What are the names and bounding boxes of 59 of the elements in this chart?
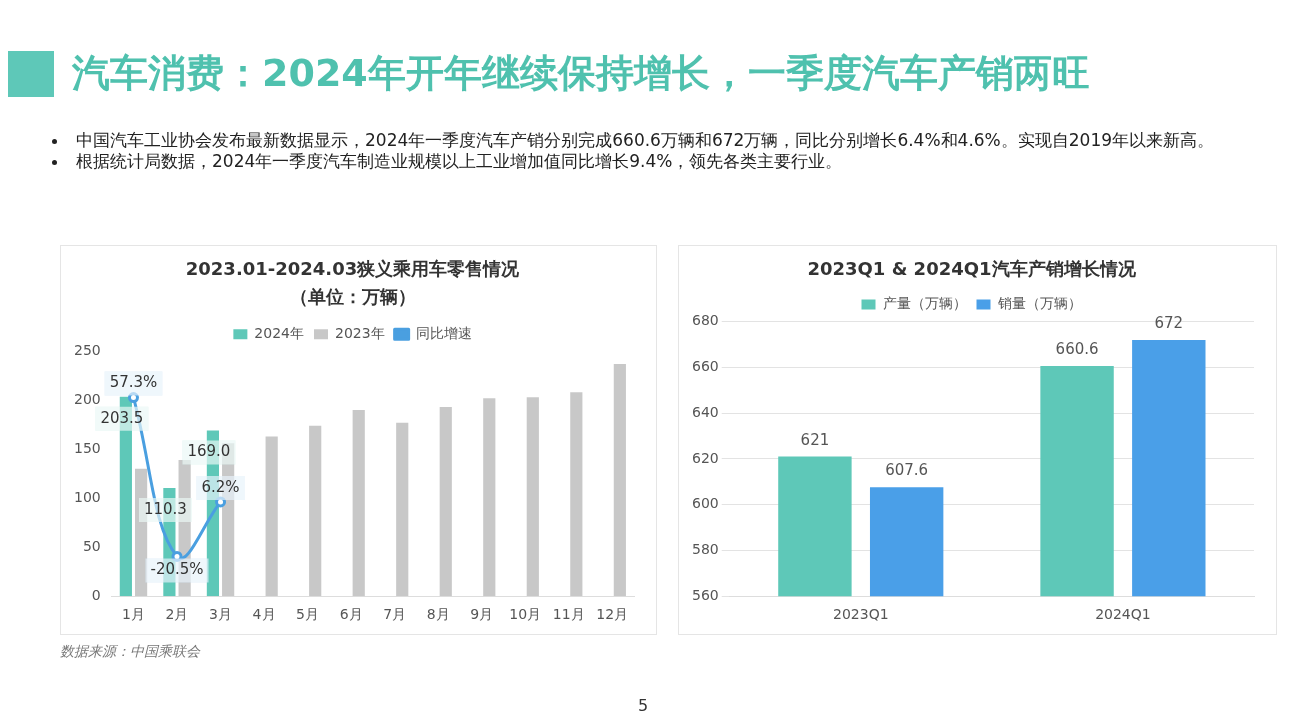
data-label: 110.3	[143, 500, 187, 518]
chart-title: 2023.01-2024.03狭义乘用车零售情况	[185, 258, 521, 280]
data-label: 6.2%	[201, 477, 240, 496]
y-tick-label: 100	[73, 488, 101, 505]
x-tick-label: 11月	[552, 606, 585, 623]
x-tick-label: 7月	[383, 606, 407, 623]
x-tick-label: 3月	[209, 606, 232, 623]
y-tick-label: 580	[691, 541, 719, 558]
x-tick-label: 2024Q1	[1095, 606, 1151, 623]
legend-label: 2024年	[254, 324, 305, 341]
data-label: 660.6	[1055, 339, 1099, 358]
legend-label: 同比增速	[415, 324, 472, 341]
text: 中国汽车工业协会发布最新数据显示，2024年一季度汽车产销分别完成660.6万辆和672万辆，同比分别增长6.4%和4.6%。实现自2019年以来新高。	[76, 130, 1216, 151]
x-tick-label: 6月	[339, 606, 363, 623]
y-tick-label: 250	[73, 341, 101, 358]
data-label: 672	[1154, 313, 1184, 332]
bar	[352, 410, 365, 597]
y-tick-label: 620	[691, 449, 719, 466]
y-tick-label: 150	[73, 439, 101, 456]
bar	[483, 398, 496, 597]
y-tick-label: 50	[82, 537, 101, 554]
y-tick-label: 600	[691, 495, 719, 512]
bar	[265, 436, 278, 597]
y-tick-label: 560	[691, 586, 719, 603]
bar	[526, 397, 539, 597]
data-label: 203.5	[100, 408, 144, 427]
x-tick-label: 5月	[296, 606, 320, 623]
x-tick-label: 12月	[596, 606, 629, 623]
text: 汽车消费：2024年开年继续保持增长，一季度汽车产销两旺	[72, 50, 1090, 97]
y-tick-label: 640	[691, 403, 719, 420]
x-tick-label: 8月	[426, 606, 450, 623]
data-label: 621	[800, 430, 830, 449]
bar	[439, 407, 452, 597]
x-tick-label: 4月	[252, 606, 276, 623]
x-tick-label: 9月	[470, 606, 494, 623]
data-label: 57.3%	[109, 373, 158, 392]
x-tick-label: 10月	[509, 606, 542, 623]
text: 5	[638, 696, 649, 715]
y-tick-label: 660	[691, 358, 719, 375]
x-tick-label: 1月	[122, 606, 145, 623]
x-tick-label: 2023Q1	[833, 606, 889, 623]
text: 根据统计局数据，2024年一季度汽车制造业规模以上工业增加值同比增长9.4%，领先各类主要行业。	[76, 151, 844, 172]
legend-label: 产量（万辆）	[882, 295, 967, 312]
legend-label: 销量（万辆）	[996, 295, 1082, 312]
data-label: -20.5%	[150, 560, 204, 579]
chart-title: 2023Q1 & 2024Q1汽车产销增长情况	[807, 258, 1137, 280]
bar	[570, 392, 583, 597]
y-tick-label: 680	[691, 312, 719, 329]
data-label: 169.0	[187, 442, 231, 461]
source-note: 数据来源：中国乘联会	[60, 643, 202, 661]
bar	[613, 363, 626, 597]
bar	[309, 425, 322, 597]
y-tick-label: 200	[73, 390, 101, 407]
x-tick-label: 2月	[165, 606, 189, 623]
bar	[396, 422, 409, 597]
y-tick-label: 0	[91, 586, 101, 603]
chart-subtitle: （单位：万辆）	[289, 286, 416, 308]
legend-label: 2023年	[335, 324, 385, 341]
data-label: 607.6	[885, 461, 929, 480]
